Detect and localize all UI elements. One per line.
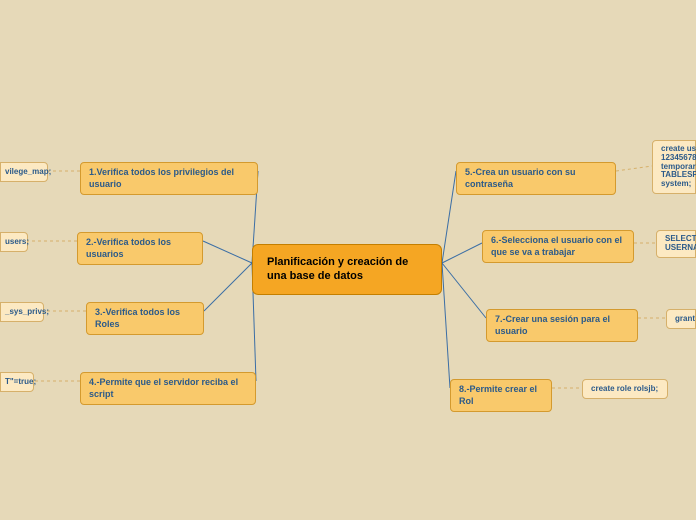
level1-node-b1[interactable]: 1.Verifica todos los privilegios del usu… [80, 162, 258, 195]
node-label: Planificación y creación de una base de … [267, 255, 427, 284]
level1-node-b3[interactable]: 3.-Verifica todos los Roles [86, 302, 204, 335]
level2-node-b5a[interactable]: create us 12345678 temporar TABLESP syst… [652, 140, 696, 194]
node-label: 5.-Crea un usuario con su contraseña [465, 167, 607, 190]
node-label: vilege_map; [5, 167, 51, 177]
level2-node-b2a[interactable]: users; [0, 232, 28, 252]
node-label: users; [5, 237, 29, 247]
level2-node-b4a[interactable]: T"=true; [0, 372, 34, 392]
node-label: grant [675, 314, 695, 324]
level2-node-b6a[interactable]: SELECT USERNA [656, 230, 696, 258]
level2-node-b3a[interactable]: _sys_privs; [0, 302, 44, 322]
level1-node-b7[interactable]: 7.-Crear una sesión para el usuario [486, 309, 638, 342]
level2-node-b7a[interactable]: grant [666, 309, 696, 329]
node-label: T"=true; [5, 377, 36, 387]
node-label: 4.-Permite que el servidor reciba el scr… [89, 377, 247, 400]
node-label: create us 12345678 temporar TABLESP syst… [661, 145, 696, 189]
node-label: 3.-Verifica todos los Roles [95, 307, 195, 330]
node-label: 2.-Verifica todos los usuarios [86, 237, 194, 260]
level1-node-b5[interactable]: 5.-Crea un usuario con su contraseña [456, 162, 616, 195]
level1-node-b8[interactable]: 8.-Permite crear el Rol [450, 379, 552, 412]
node-label: _sys_privs; [5, 307, 49, 317]
node-label: 8.-Permite crear el Rol [459, 384, 543, 407]
node-label: SELECT USERNA [665, 235, 696, 253]
node-label: create role rolsjb; [591, 384, 658, 394]
level2-node-b8a[interactable]: create role rolsjb; [582, 379, 668, 399]
node-label: 6.-Selecciona el usuario con el que se v… [491, 235, 625, 258]
level2-node-b1a[interactable]: vilege_map; [0, 162, 48, 182]
level1-node-b6[interactable]: 6.-Selecciona el usuario con el que se v… [482, 230, 634, 263]
node-label: 7.-Crear una sesión para el usuario [495, 314, 629, 337]
center-node-c0[interactable]: Planificación y creación de una base de … [252, 244, 442, 295]
level1-node-b4[interactable]: 4.-Permite que el servidor reciba el scr… [80, 372, 256, 405]
node-label: 1.Verifica todos los privilegios del usu… [89, 167, 249, 190]
mindmap-canvas: Planificación y creación de una base de … [0, 0, 696, 520]
level1-node-b2[interactable]: 2.-Verifica todos los usuarios [77, 232, 203, 265]
